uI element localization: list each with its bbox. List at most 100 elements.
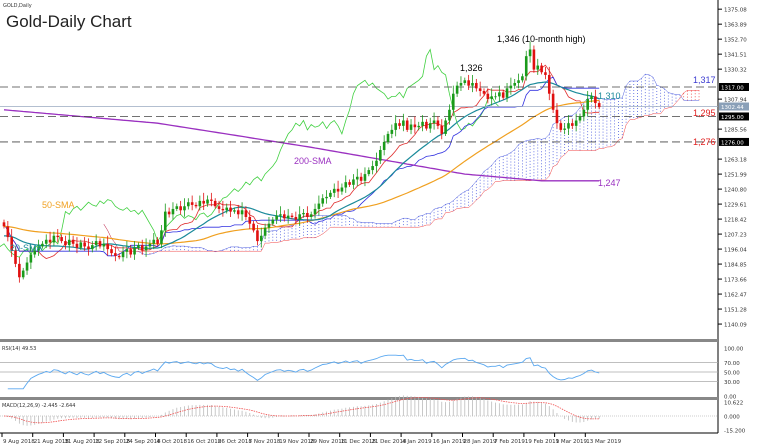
- y-tick-label: 1196.04: [724, 248, 747, 254]
- candle-body: [405, 120, 409, 130]
- candle-body: [160, 230, 163, 244]
- candle-body: [494, 96, 497, 98]
- candle-body: [521, 76, 524, 81]
- candle-body: [317, 203, 321, 209]
- candle-body: [171, 208, 175, 215]
- x-tick-label: 29 Nov 2018: [310, 439, 346, 445]
- candle-body: [528, 49, 532, 57]
- candle-body: [129, 249, 133, 255]
- candle-body: [286, 215, 290, 219]
- x-tick-label: 7 Nov 2018: [249, 439, 281, 445]
- candle-body: [302, 212, 305, 215]
- x-tick-label: 4 Jan 2019: [402, 439, 432, 445]
- candle-body: [582, 109, 586, 117]
- x-tick-label: 7 Feb 2019: [494, 439, 525, 445]
- candle-body: [455, 85, 459, 94]
- candle-body: [586, 99, 589, 110]
- rsi-tick-label: 50.00: [724, 371, 740, 377]
- y-tick-label: 1240.80: [724, 188, 747, 194]
- macd-tick-label: 0.000: [724, 415, 740, 421]
- candle-body: [459, 82, 463, 86]
- candle-body: [413, 124, 417, 128]
- y-tick-label: 1184.85: [724, 263, 747, 269]
- candle-body: [547, 74, 551, 94]
- candle-body: [359, 176, 363, 181]
- candle-body: [325, 196, 328, 199]
- candle-body: [367, 170, 371, 175]
- candle-body: [48, 239, 52, 243]
- candle-body: [140, 245, 144, 251]
- candle-body: [290, 215, 294, 217]
- candle-body: [451, 93, 455, 110]
- candle-body: [121, 251, 125, 258]
- candle-body: [444, 120, 447, 134]
- candle-body: [190, 202, 194, 205]
- level-label: 1,317: [693, 75, 716, 85]
- candle-body: [428, 123, 432, 129]
- candle-body: [102, 243, 106, 247]
- price-box: [719, 102, 749, 111]
- candle-body: [544, 72, 547, 75]
- x-tick-label: 24 Sep 2018: [126, 439, 161, 445]
- candle-body: [56, 235, 60, 238]
- candle-body: [498, 92, 501, 97]
- candle-body: [524, 56, 528, 77]
- candle-body: [71, 239, 75, 244]
- candle-body: [336, 188, 340, 192]
- rsi-line: [7, 354, 600, 390]
- y-tick-label: 1375.08: [724, 8, 747, 14]
- candle-body: [340, 187, 344, 192]
- candle-body: [37, 246, 40, 251]
- candle-body: [156, 239, 159, 244]
- price-box: [719, 137, 749, 146]
- panel-separator: [0, 339, 718, 342]
- candle-body: [298, 214, 301, 220]
- candle-body: [386, 133, 390, 142]
- candle-body: [501, 92, 505, 98]
- candle-body: [597, 103, 601, 108]
- candle-body: [41, 243, 44, 247]
- candle-body: [202, 200, 205, 204]
- candle-body: [94, 241, 98, 246]
- candle-body: [44, 239, 48, 244]
- x-tick-label: 11 Dec 2018: [341, 439, 377, 445]
- candle-body: [536, 65, 540, 70]
- candle-body: [432, 120, 436, 124]
- candle-body: [417, 125, 421, 128]
- sma-200-line: [3, 109, 600, 182]
- candle-body: [271, 219, 275, 224]
- x-tick-label: 19 Feb 2019: [525, 439, 560, 445]
- candle-body: [259, 235, 263, 242]
- level-label: 1,276: [693, 137, 716, 147]
- candle-body: [375, 160, 378, 167]
- candle-body: [355, 176, 359, 180]
- candle-body: [6, 226, 10, 238]
- candle-body: [114, 253, 117, 256]
- y-tick-label: 1251.99: [724, 173, 747, 179]
- rsi-tick-label: 100.00: [724, 347, 744, 353]
- y-tick-label: 1285.56: [724, 128, 747, 134]
- chart-annotation: 50-SMA: [42, 200, 75, 210]
- candle-body: [505, 88, 509, 98]
- x-tick-label: 4 Oct 2018: [157, 439, 188, 445]
- candle-body: [371, 166, 374, 171]
- y-tick-label: 1341.51: [724, 53, 747, 59]
- price-box-label: 1302.44: [721, 105, 744, 111]
- candle-body: [590, 96, 593, 100]
- candle-body: [133, 247, 136, 255]
- candle-body: [83, 242, 86, 247]
- candle-body: [98, 241, 102, 247]
- kijun-sen-line: [3, 76, 600, 257]
- candle-body: [144, 246, 148, 251]
- candle-body: [551, 93, 555, 110]
- candle-body: [179, 206, 182, 211]
- level-label: 1,295: [693, 108, 716, 118]
- panel-separator: [0, 397, 718, 400]
- candle-body: [194, 204, 198, 207]
- candle-body: [275, 215, 278, 220]
- candle-body: [279, 214, 282, 216]
- candle-body: [555, 109, 559, 124]
- candle-body: [440, 125, 444, 134]
- candle-body: [283, 214, 286, 219]
- price-box: [719, 112, 749, 121]
